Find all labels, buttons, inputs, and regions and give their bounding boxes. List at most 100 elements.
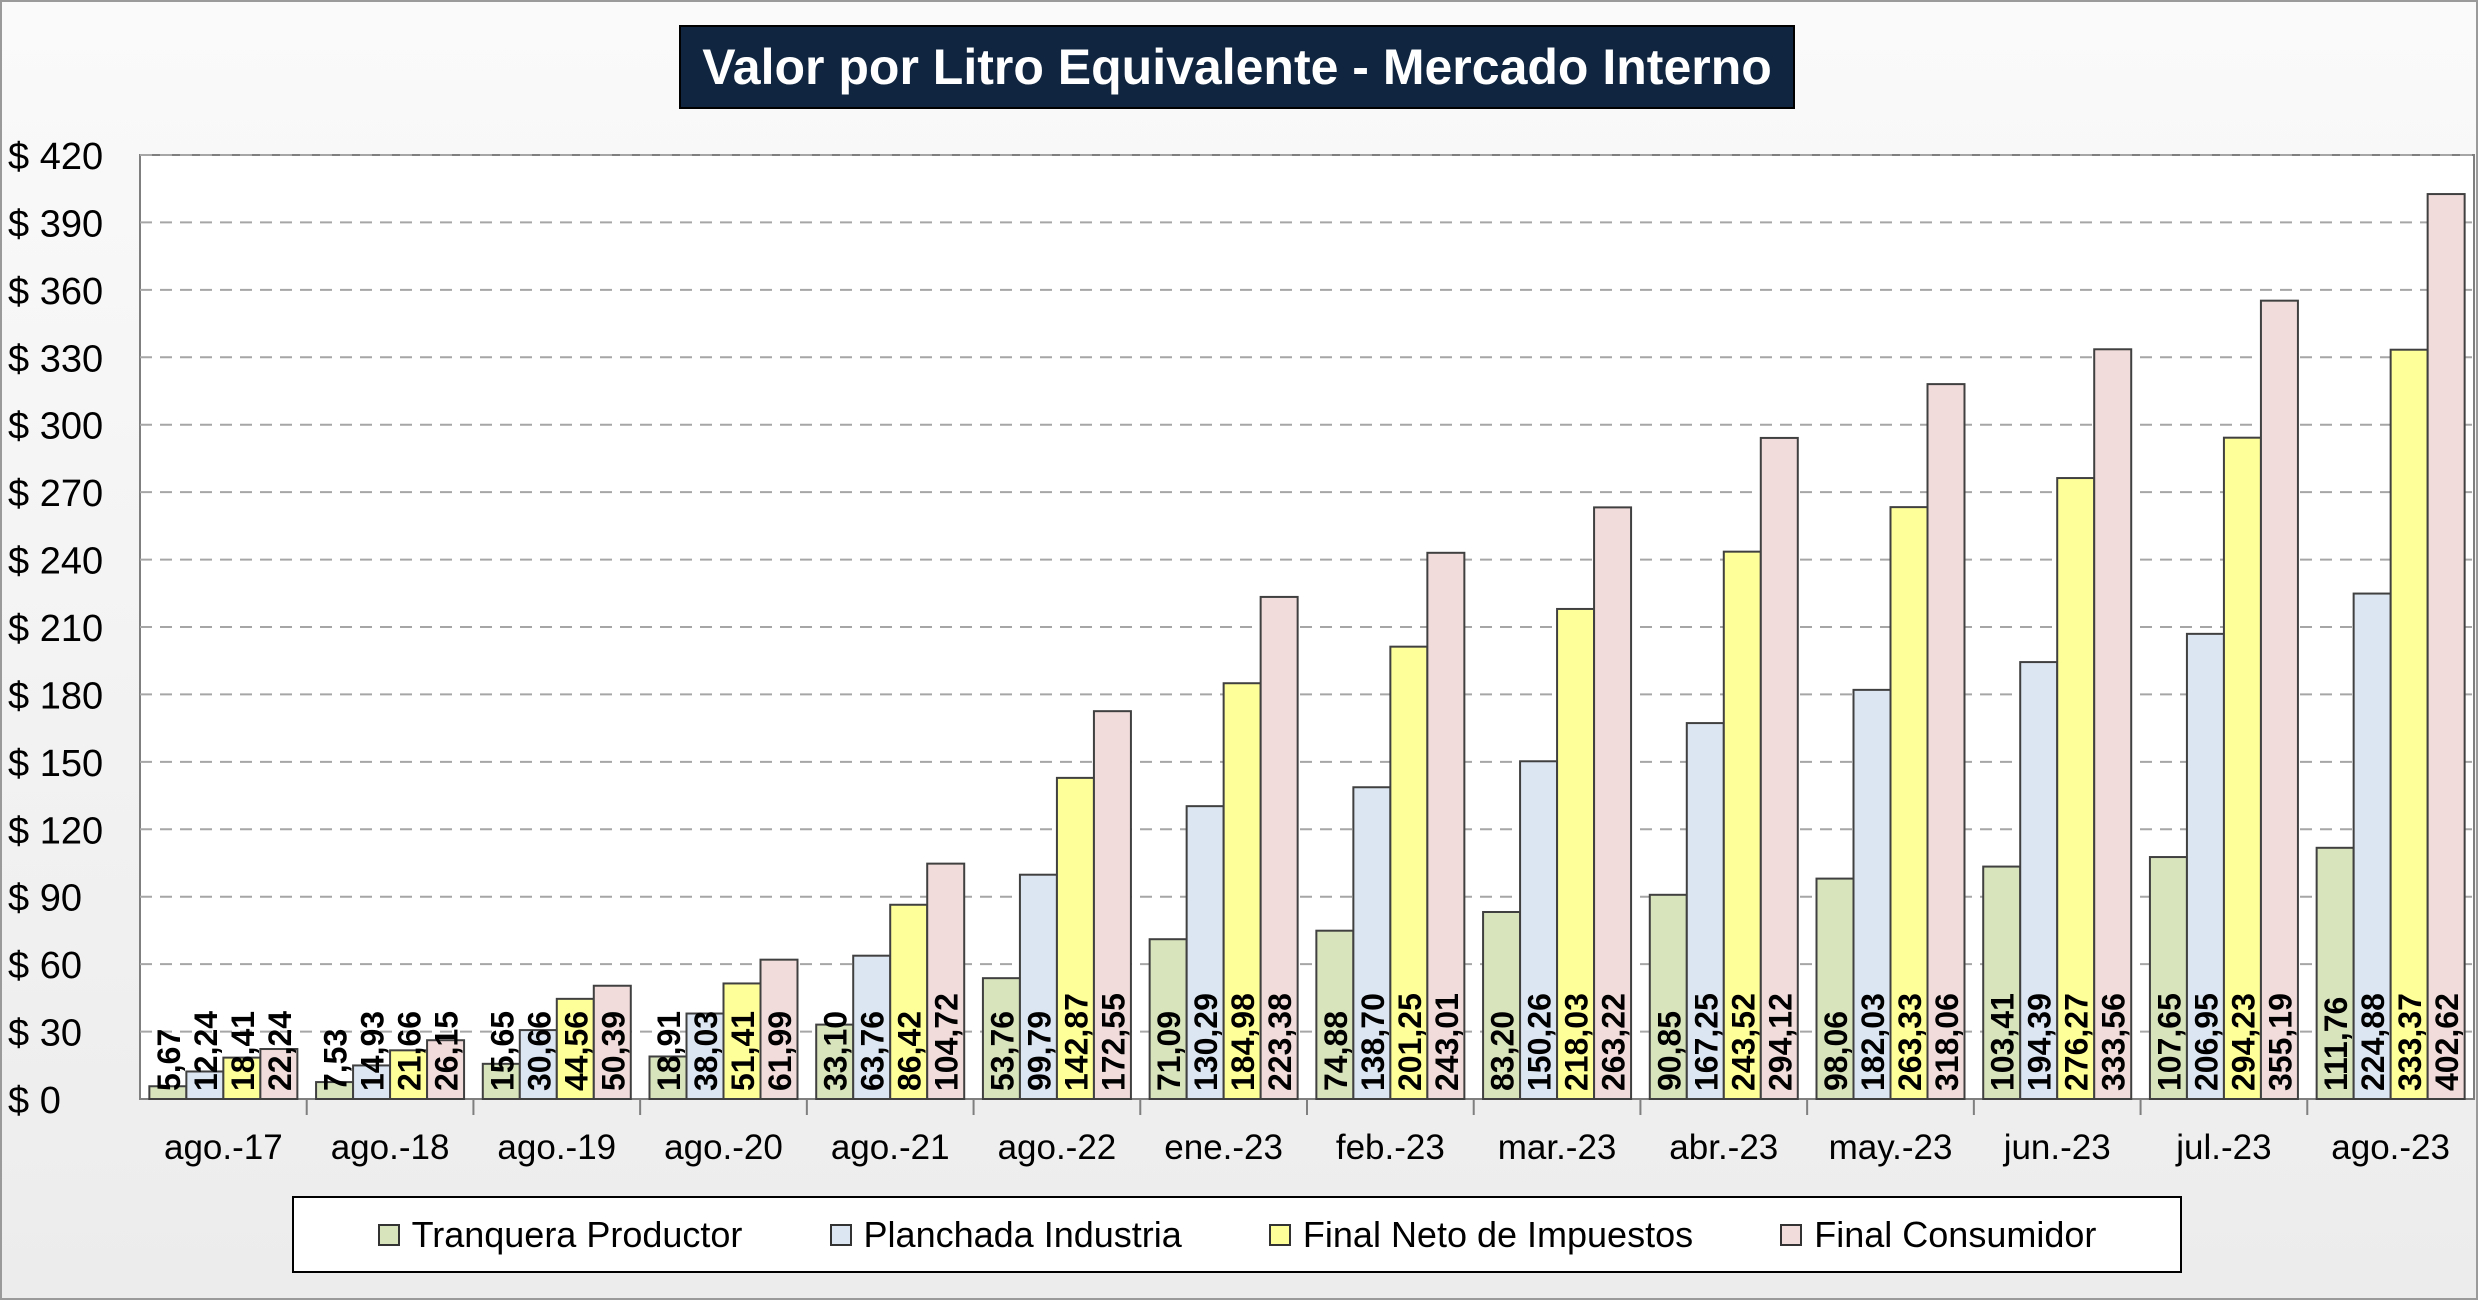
- data-label: 21,66: [392, 1011, 428, 1091]
- x-tick-label: jun.-23: [2003, 1128, 2111, 1167]
- bar-1-8: [1315, 929, 1355, 1101]
- bar-4-10: [1759, 436, 1799, 1100]
- data-label: 30,66: [521, 1011, 557, 1091]
- bar-4-5: [926, 862, 966, 1100]
- y-tick-label: $ 420: [8, 136, 103, 178]
- bar-4-7: [1259, 595, 1299, 1101]
- data-label: 33,10: [818, 1011, 854, 1091]
- data-label: 103,41: [1985, 993, 2021, 1091]
- x-tick-label: ago.-20: [664, 1128, 783, 1167]
- bar-1-7: [1148, 938, 1188, 1100]
- y-tick-label: $ 330: [8, 338, 103, 380]
- y-tick-label: $ 30: [8, 1013, 82, 1055]
- bar-3-5: [889, 903, 929, 1100]
- data-label: 14,93: [355, 1011, 391, 1091]
- bar-2-1: [185, 1070, 225, 1100]
- bar-3-13: [2222, 436, 2262, 1100]
- bar-3-14: [2389, 348, 2429, 1100]
- bar-1-6: [981, 977, 1021, 1101]
- data-label: 86,42: [892, 1011, 928, 1091]
- data-label: 44,56: [558, 1011, 594, 1091]
- x-tick-label: ago.-23: [2331, 1128, 2450, 1167]
- x-tick-label: feb.-23: [1336, 1128, 1445, 1167]
- bar-3-8: [1389, 645, 1429, 1101]
- data-labels: 5,67 12,24 18,41 22,24 7,53 14,93 21,66 26,15 15…: [151, 993, 2465, 1091]
- bar-3-12: [2056, 477, 2096, 1100]
- legend-swatch-2: [1268, 1223, 1291, 1246]
- bar-1-14: [2315, 846, 2355, 1100]
- data-label: 206,95: [2188, 993, 2224, 1091]
- y-tick-label: $ 240: [8, 541, 103, 583]
- x-tick-label: jul.-23: [2175, 1128, 2271, 1167]
- bar-2-8: [1352, 786, 1392, 1100]
- data-label: 12,24: [188, 1011, 224, 1091]
- data-label: 318,06: [1929, 993, 1965, 1091]
- legend-label-0: Tranquera Productor: [411, 1213, 743, 1255]
- data-label: 51,41: [725, 1011, 761, 1091]
- bar-2-9: [1519, 760, 1559, 1100]
- data-label: 184,98: [1225, 993, 1261, 1091]
- data-label: 15,65: [484, 1011, 520, 1091]
- y-tick-label: $ 150: [8, 743, 103, 785]
- data-label: 104,72: [929, 993, 965, 1091]
- data-label: 83,20: [1485, 1011, 1521, 1091]
- data-label: 333,56: [2096, 993, 2132, 1091]
- y-tick-label: $ 120: [8, 810, 103, 852]
- data-label: 26,15: [429, 1011, 465, 1091]
- bar-2-11: [1852, 688, 1892, 1100]
- data-label: 223,38: [1262, 993, 1298, 1091]
- data-label: 402,62: [2429, 993, 2465, 1091]
- bar-2-4: [685, 1012, 725, 1101]
- x-tick-label: ago.-21: [831, 1128, 950, 1167]
- data-label: 218,03: [1559, 993, 1595, 1091]
- y-tick-label: $ 300: [8, 406, 103, 448]
- y-tick-label: $ 60: [8, 945, 82, 987]
- legend-label-3: Final Consumidor: [1814, 1213, 2097, 1255]
- data-label: 142,87: [1058, 993, 1094, 1091]
- data-label: 5,67: [151, 1029, 187, 1091]
- x-tick-label: abr.-23: [1669, 1128, 1778, 1167]
- bar-1-4: [648, 1055, 688, 1101]
- bar-4-11: [1926, 383, 1966, 1100]
- data-label: 99,79: [1021, 1011, 1057, 1091]
- data-label: 61,99: [762, 1011, 798, 1091]
- bar-3-10: [1722, 550, 1762, 1100]
- data-label: 172,55: [1095, 993, 1131, 1091]
- bar-4-4: [759, 958, 799, 1101]
- bar-2-6: [1018, 873, 1058, 1100]
- data-label: 53,76: [984, 1011, 1020, 1091]
- x-axis-ticks: ago.-17 ago.-18 ago.-19 ago.-20 ago.-21 ago.-…: [164, 1099, 2450, 1167]
- data-label: 63,76: [855, 1011, 891, 1091]
- bar-2-7: [1185, 805, 1225, 1100]
- y-tick-label: $ 210: [8, 608, 103, 650]
- data-label: 18,91: [651, 1011, 687, 1091]
- data-label: 7,53: [318, 1029, 354, 1091]
- x-tick-label: ago.-19: [497, 1128, 616, 1167]
- legend-swatch-0: [377, 1223, 400, 1246]
- legend-item-2: Final Neto de Impuestos: [1268, 1213, 1694, 1256]
- bars: [148, 193, 2466, 1101]
- y-axis-ticks: $ 0 $ 30 $ 60 $ 90 $ 120 $ 150 $ 180 $ 210 $ 240…: [8, 136, 103, 1122]
- data-label: 38,03: [688, 1011, 724, 1091]
- data-label: 182,03: [1855, 993, 1891, 1091]
- data-label: 22,24: [262, 1011, 298, 1091]
- bar-2-3: [518, 1029, 558, 1101]
- bar-4-6: [1092, 710, 1132, 1100]
- y-tick-label: $ 360: [8, 271, 103, 313]
- x-tick-label: ene.-23: [1164, 1128, 1283, 1167]
- data-label: 90,85: [1651, 1011, 1687, 1091]
- legend-item-3: Final Consumidor: [1780, 1214, 2096, 1256]
- data-label: 194,39: [2022, 993, 2058, 1091]
- data-label: 294,12: [1762, 993, 1798, 1091]
- bar-4-14: [2426, 193, 2466, 1101]
- data-label: 276,27: [2059, 993, 2095, 1091]
- data-label: 50,39: [595, 1011, 631, 1091]
- x-tick-label: ago.-18: [331, 1128, 450, 1167]
- data-label: 294,23: [2225, 993, 2261, 1091]
- bar-3-7: [1222, 682, 1262, 1100]
- bar-1-5: [815, 1023, 855, 1100]
- chart-title: Valor por Litro Equivalente - Mercado In…: [679, 25, 1795, 109]
- legend-label-2: Final Neto de Impuestos: [1302, 1213, 1694, 1255]
- y-tick-label: $ 90: [8, 878, 82, 920]
